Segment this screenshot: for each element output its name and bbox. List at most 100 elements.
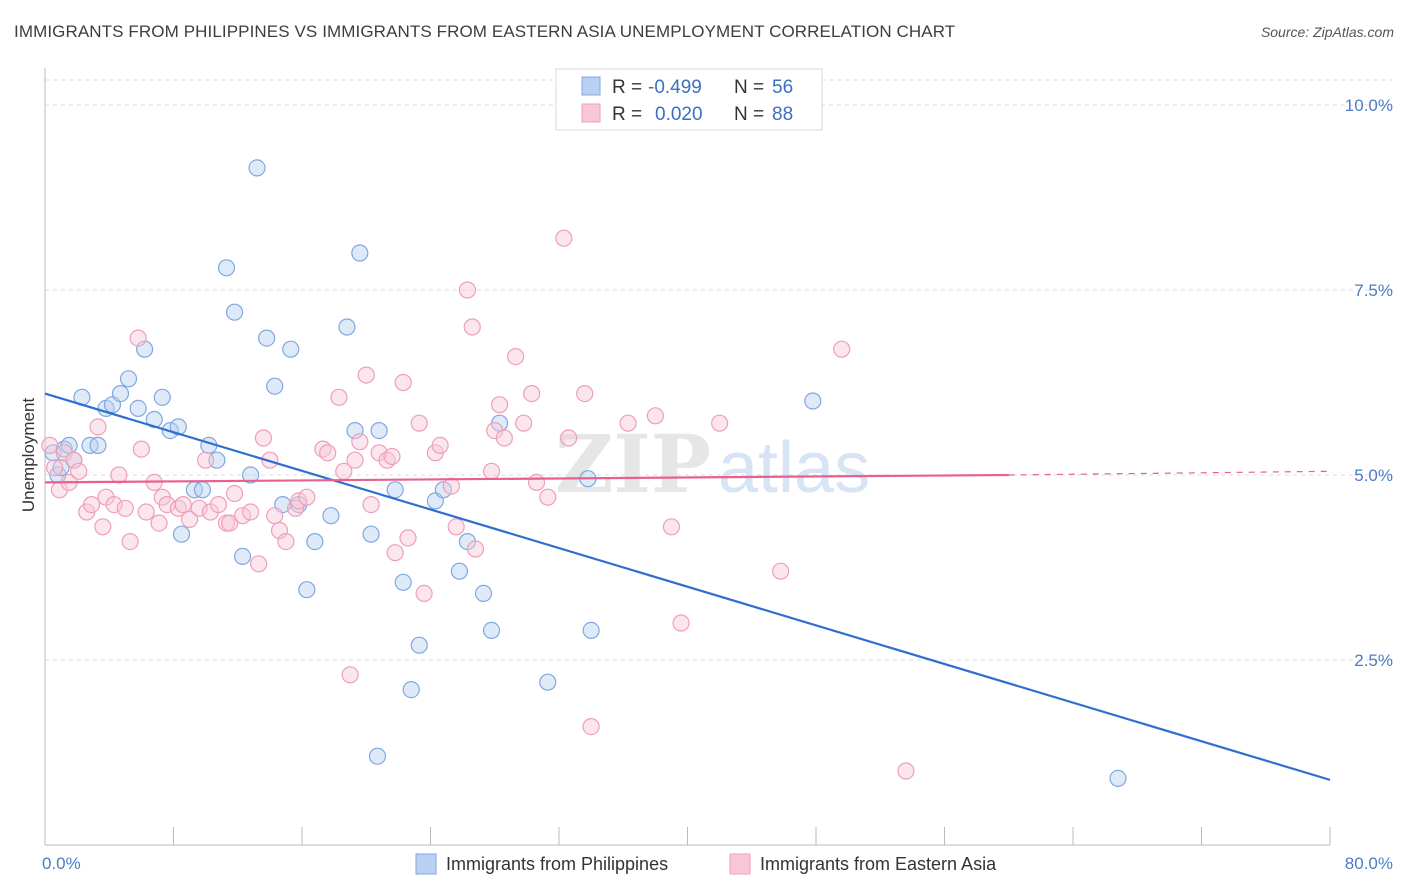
point-eastern-asia bbox=[582, 717, 600, 736]
point-philippines bbox=[298, 581, 316, 599]
point-philippines bbox=[258, 329, 276, 347]
series-philippines bbox=[44, 159, 1127, 788]
point-philippines bbox=[394, 573, 412, 591]
point-eastern-asia bbox=[190, 499, 208, 517]
legend-label-philippines: Immigrants from Philippines bbox=[446, 854, 668, 874]
point-eastern-asia bbox=[399, 529, 417, 547]
point-eastern-asia bbox=[386, 544, 404, 562]
point-philippines bbox=[266, 377, 284, 395]
point-eastern-asia bbox=[539, 488, 557, 506]
y-axis-title: Unemployment bbox=[19, 398, 38, 513]
point-eastern-asia bbox=[290, 492, 308, 510]
point-eastern-asia bbox=[383, 447, 401, 466]
point-philippines bbox=[306, 532, 324, 551]
point-philippines bbox=[386, 481, 404, 499]
point-philippines bbox=[338, 318, 356, 336]
point-eastern-asia bbox=[394, 373, 412, 392]
point-eastern-asia bbox=[357, 366, 375, 384]
point-eastern-asia bbox=[560, 429, 578, 447]
point-eastern-asia bbox=[482, 462, 501, 480]
point-eastern-asia bbox=[82, 496, 101, 514]
stat-n-value-1: 56 bbox=[772, 77, 793, 98]
point-eastern-asia bbox=[150, 514, 168, 532]
stat-n-value-2: 88 bbox=[772, 104, 793, 125]
point-eastern-asia bbox=[41, 436, 59, 454]
trend-lines bbox=[44, 392, 1331, 781]
legend-label-eastern-asia: Immigrants from Eastern Asia bbox=[760, 854, 997, 874]
point-eastern-asia bbox=[89, 418, 107, 436]
point-eastern-asia bbox=[576, 385, 594, 403]
point-eastern-asia bbox=[70, 462, 88, 480]
point-philippines bbox=[482, 621, 501, 640]
point-philippines bbox=[242, 466, 260, 484]
point-philippines bbox=[119, 370, 138, 388]
point-philippines bbox=[172, 525, 191, 543]
stat-r-value-1: -0.499 bbox=[648, 77, 702, 98]
x-tick-label-max: 80.0% bbox=[1345, 854, 1393, 873]
point-eastern-asia bbox=[197, 451, 215, 469]
point-eastern-asia bbox=[527, 473, 546, 491]
point-eastern-asia bbox=[233, 507, 252, 525]
stat-r-label-1: R = bbox=[612, 77, 642, 98]
watermark-zip: ZIP bbox=[555, 417, 711, 511]
point-philippines bbox=[129, 399, 147, 417]
point-eastern-asia bbox=[250, 555, 268, 573]
point-philippines bbox=[368, 747, 387, 765]
point-philippines bbox=[362, 525, 380, 543]
point-eastern-asia bbox=[180, 510, 199, 529]
bottom-legend-swatch-philippines bbox=[415, 853, 437, 875]
point-eastern-asia bbox=[266, 507, 284, 525]
trend-line-philippines bbox=[44, 392, 1331, 781]
point-philippines bbox=[370, 422, 388, 440]
point-eastern-asia bbox=[515, 414, 533, 432]
point-philippines bbox=[282, 340, 300, 358]
legend-swatch-eastern-asia bbox=[581, 103, 601, 123]
axes: 2.5% 5.0% 7.5% 10.0% bbox=[44, 68, 1393, 846]
x-tick-label-min: 0.0% bbox=[42, 854, 81, 873]
y-tick-label: 7.5% bbox=[1354, 281, 1393, 300]
y-tick-label: 2.5% bbox=[1354, 651, 1393, 670]
bottom-legend-swatch-eastern-asia bbox=[729, 853, 751, 875]
point-philippines bbox=[402, 680, 420, 699]
legend-swatch-philippines bbox=[581, 76, 601, 96]
stat-r-label-2: R = bbox=[612, 104, 642, 125]
point-philippines bbox=[217, 259, 236, 277]
point-eastern-asia bbox=[833, 340, 851, 358]
point-philippines bbox=[539, 673, 557, 691]
stat-n-label-1: N = bbox=[734, 77, 764, 98]
point-philippines bbox=[111, 385, 130, 403]
series-legend: Immigrants from Philippines Immigrants f… bbox=[415, 853, 997, 875]
point-eastern-asia bbox=[346, 451, 364, 469]
point-eastern-asia bbox=[277, 532, 295, 551]
point-philippines bbox=[434, 481, 452, 499]
point-eastern-asia bbox=[490, 396, 509, 414]
point-philippines bbox=[153, 388, 171, 406]
point-eastern-asia bbox=[431, 436, 449, 454]
point-philippines bbox=[248, 159, 266, 177]
point-eastern-asia bbox=[672, 614, 690, 632]
point-philippines bbox=[233, 547, 252, 566]
point-eastern-asia bbox=[646, 407, 664, 425]
point-eastern-asia bbox=[507, 348, 525, 366]
point-philippines bbox=[89, 436, 107, 454]
point-eastern-asia bbox=[254, 429, 273, 447]
point-eastern-asia bbox=[447, 518, 465, 536]
chart-title: IMMIGRANTS FROM PHILIPPINES VS IMMIGRANT… bbox=[14, 22, 956, 41]
point-philippines bbox=[582, 621, 600, 640]
point-philippines bbox=[351, 244, 369, 262]
point-eastern-asia bbox=[319, 444, 337, 462]
point-eastern-asia bbox=[466, 540, 485, 558]
point-eastern-asia bbox=[105, 496, 123, 514]
point-eastern-asia bbox=[221, 514, 239, 532]
point-eastern-asia bbox=[415, 584, 433, 603]
point-eastern-asia bbox=[174, 496, 192, 514]
point-philippines bbox=[225, 303, 244, 321]
point-eastern-asia bbox=[555, 229, 573, 247]
point-eastern-asia bbox=[463, 318, 481, 336]
watermark-atlas: atlas bbox=[718, 428, 870, 508]
point-eastern-asia bbox=[495, 429, 513, 447]
point-eastern-asia bbox=[94, 518, 112, 536]
point-philippines bbox=[193, 481, 212, 499]
point-eastern-asia bbox=[362, 496, 380, 514]
